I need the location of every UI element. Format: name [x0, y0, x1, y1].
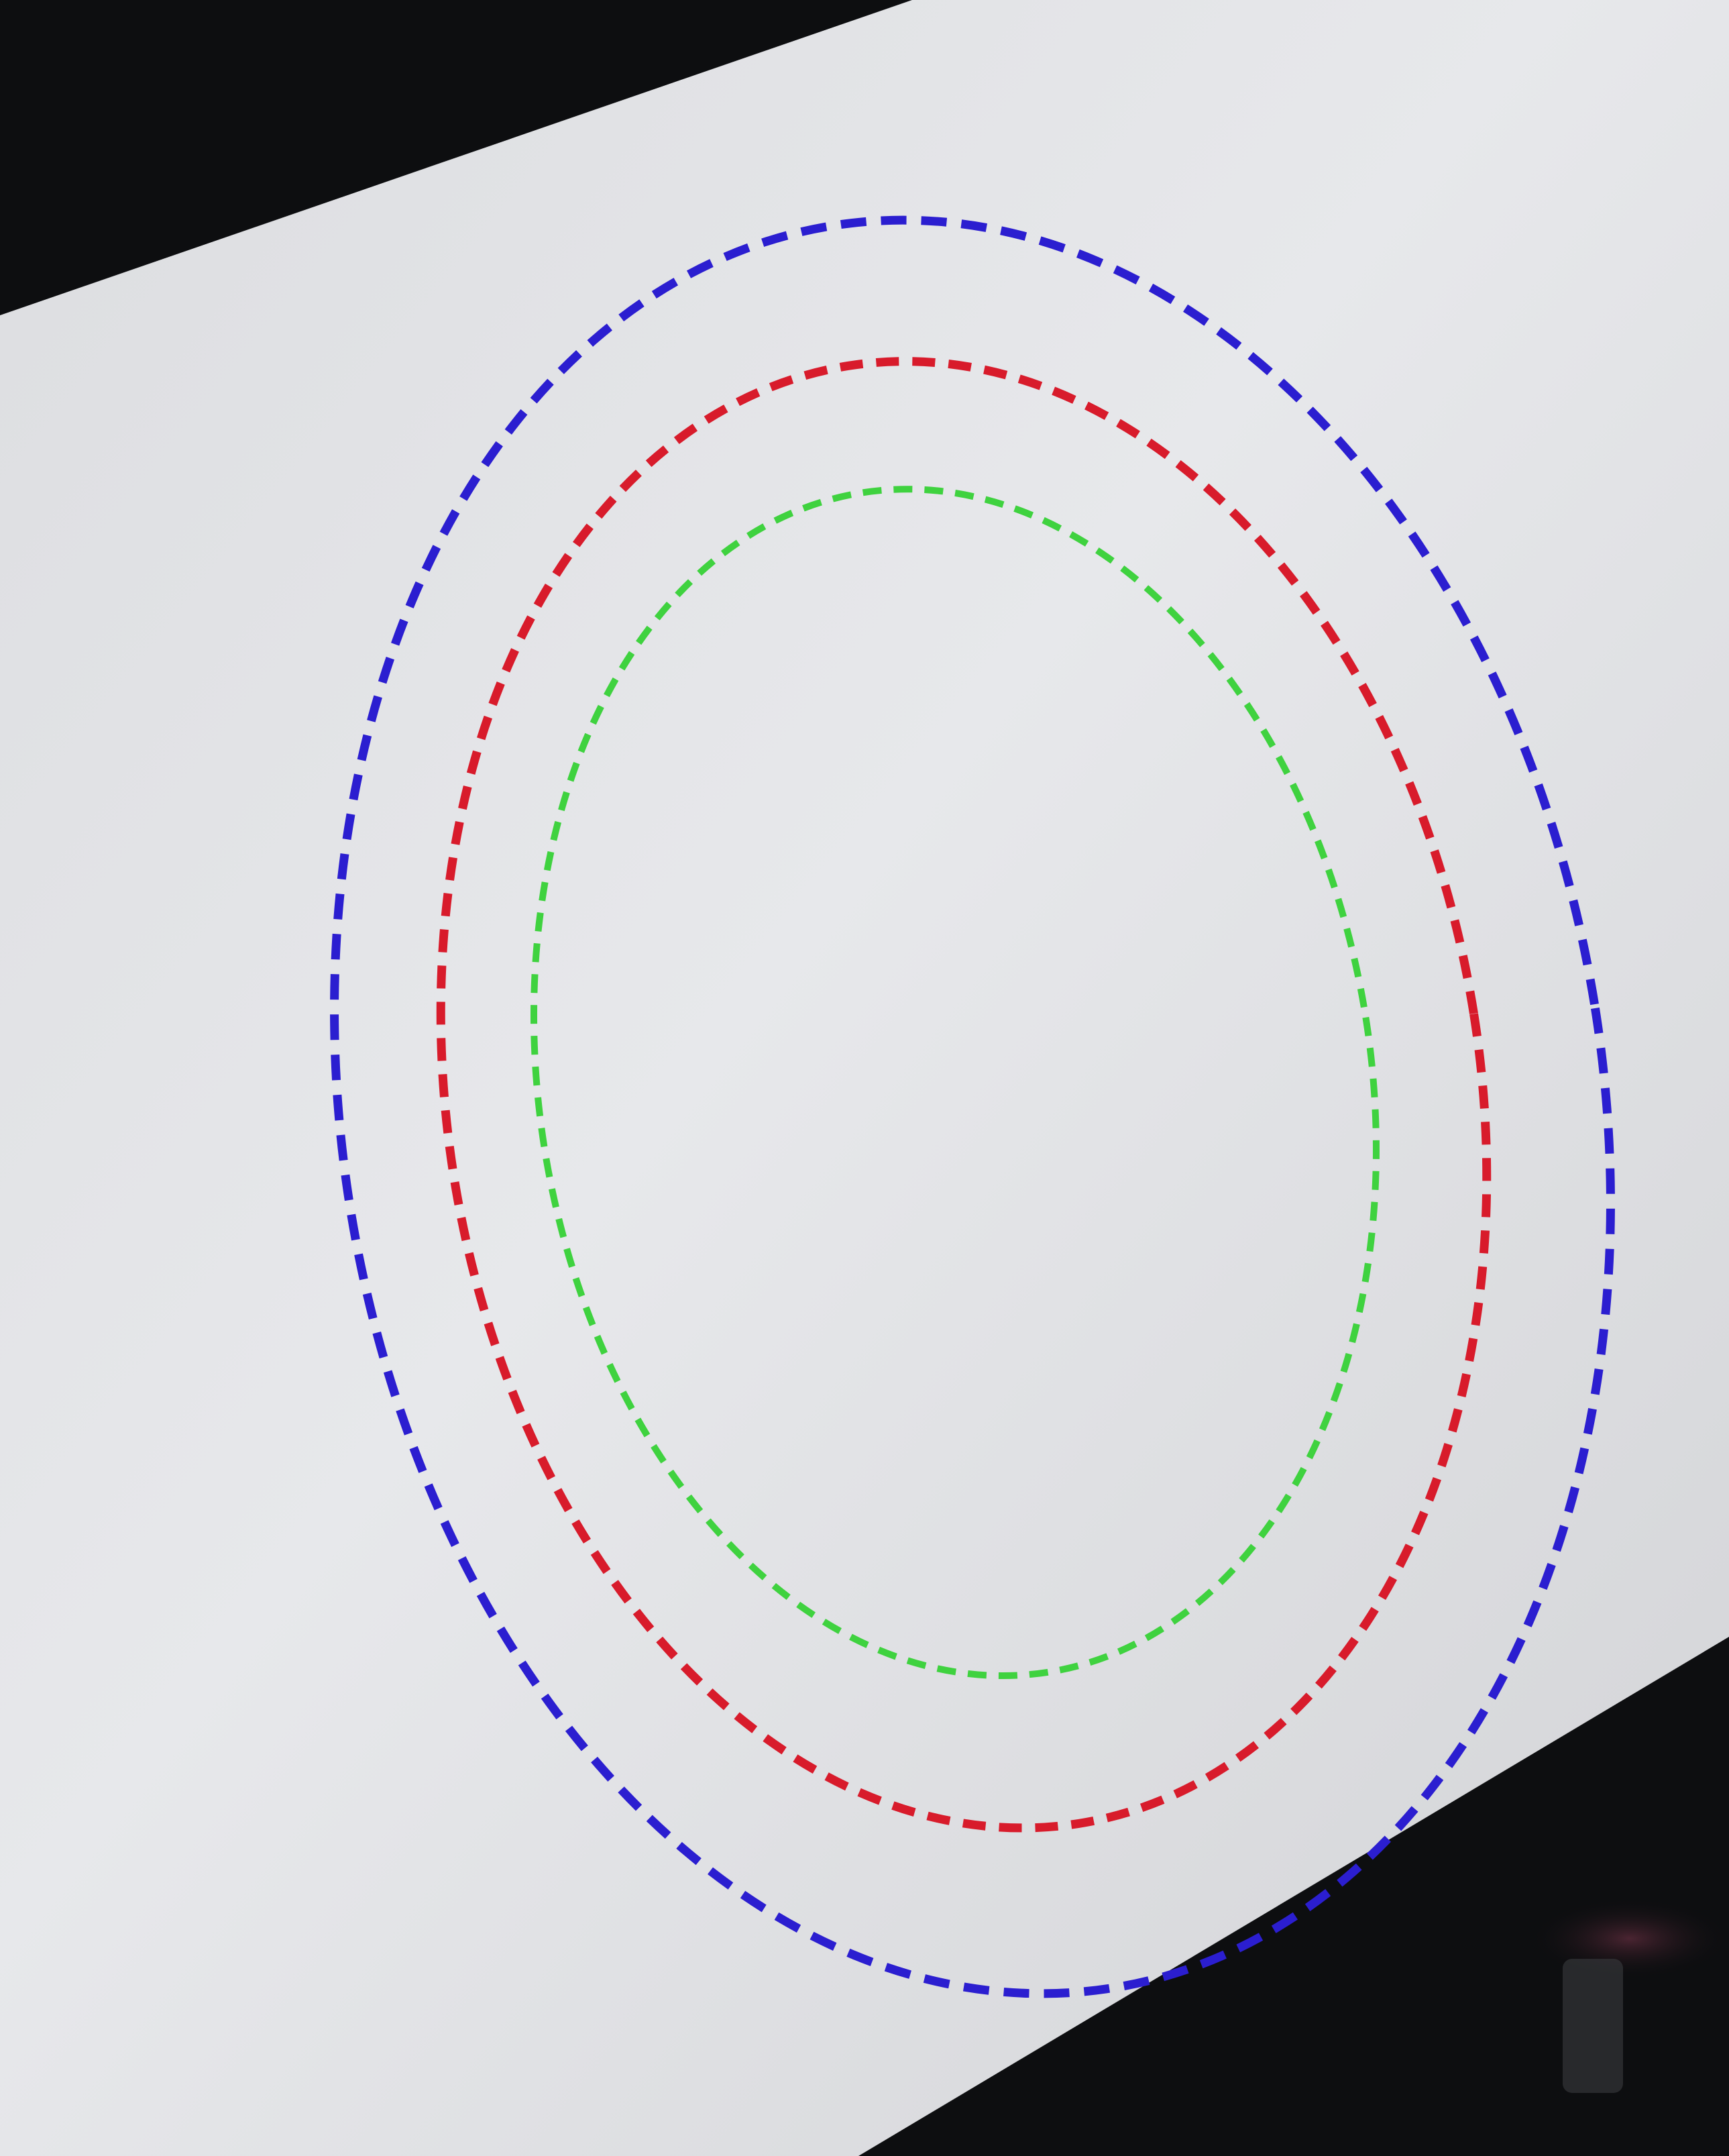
inner-ring — [530, 486, 1380, 1679]
bokeh-reflection — [1529, 1898, 1729, 1979]
outer-ring — [330, 215, 1615, 1998]
middle-ring — [436, 357, 1492, 1833]
blurred-object — [1563, 1959, 1623, 2093]
rings-group — [330, 215, 1615, 1998]
